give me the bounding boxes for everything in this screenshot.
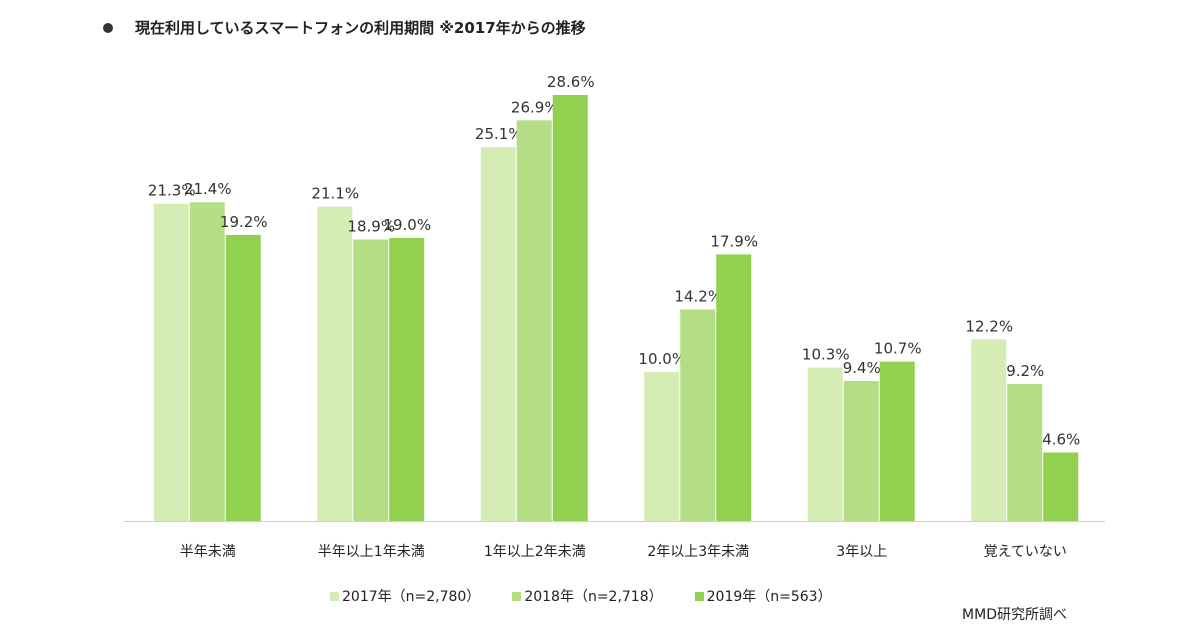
x-tick-label: 半年未満 bbox=[180, 544, 236, 560]
data-label: 10.7% bbox=[874, 340, 922, 358]
data-label: 21.4% bbox=[184, 180, 232, 198]
legend-item-2018: 2018年（n=2,718） bbox=[512, 586, 663, 606]
x-tick-label: 覚えていない bbox=[984, 544, 1067, 560]
data-label: 18.9% bbox=[347, 217, 395, 235]
bar bbox=[389, 237, 425, 521]
bar bbox=[644, 372, 680, 521]
bar bbox=[516, 120, 552, 521]
data-label: 19.0% bbox=[383, 216, 431, 234]
data-label: 9.4% bbox=[843, 359, 881, 377]
x-tick-label: 1年以上2年未満 bbox=[484, 544, 586, 560]
chart-title: 現在利用しているスマートフォンの利用期間 ※2017年からの推移 bbox=[103, 17, 586, 38]
data-label: 21.3% bbox=[148, 182, 196, 200]
bar bbox=[1007, 383, 1043, 521]
x-tick-label: 3年以上 bbox=[836, 544, 887, 560]
data-label: 12.2% bbox=[965, 317, 1013, 335]
data-label: 17.9% bbox=[710, 232, 758, 250]
bar bbox=[1043, 452, 1079, 521]
bar bbox=[225, 235, 261, 522]
data-label: 9.2% bbox=[1006, 362, 1044, 380]
bar bbox=[189, 202, 225, 521]
x-tick-label: 2年以上3年未満 bbox=[647, 544, 749, 560]
x-tick-label: 半年以上1年未満 bbox=[318, 544, 425, 560]
data-label: 19.2% bbox=[220, 213, 268, 231]
legend-swatch bbox=[330, 591, 339, 601]
data-label: 4.6% bbox=[1042, 430, 1080, 448]
bar bbox=[807, 367, 843, 521]
bullet-icon bbox=[103, 22, 113, 33]
data-label: 28.6% bbox=[547, 73, 595, 91]
bar bbox=[971, 339, 1007, 521]
bar bbox=[153, 203, 189, 522]
legend-swatch bbox=[512, 591, 522, 601]
source-note: MMD研究所調べ bbox=[962, 607, 1067, 623]
legend-swatch bbox=[694, 591, 704, 601]
bar bbox=[716, 254, 752, 521]
bar bbox=[353, 239, 389, 521]
bar bbox=[552, 95, 588, 521]
data-label: 10.0% bbox=[638, 350, 686, 368]
legend-item-2019: 2019年（n=563） bbox=[694, 586, 832, 606]
data-label: 10.3% bbox=[802, 346, 850, 364]
data-label: 14.2% bbox=[674, 287, 722, 305]
bar bbox=[317, 206, 353, 521]
data-label: 26.9% bbox=[511, 98, 559, 116]
bar bbox=[680, 309, 716, 521]
legend: 2017年（n=2,780） 2018年（n=2,718） 2019年（n=56… bbox=[330, 586, 832, 606]
data-label: 21.1% bbox=[311, 185, 359, 203]
data-label: 25.1% bbox=[475, 125, 523, 143]
bar bbox=[879, 361, 915, 521]
legend-item-2017: 2017年（n=2,780） bbox=[330, 586, 480, 606]
bar bbox=[843, 380, 879, 521]
bar bbox=[480, 147, 516, 521]
